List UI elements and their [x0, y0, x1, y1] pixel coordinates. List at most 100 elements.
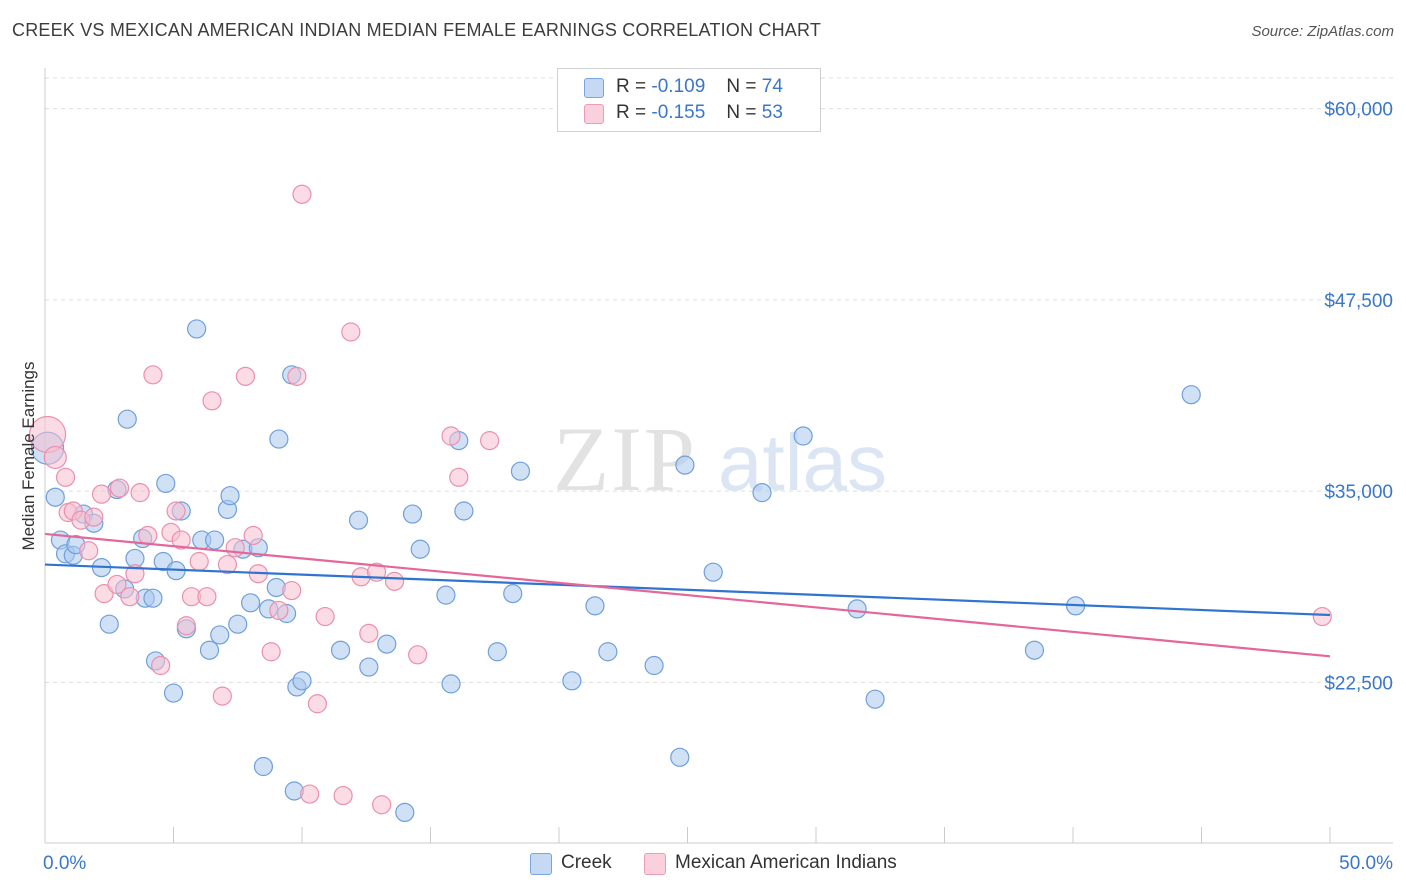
- creek-point: [359, 657, 379, 677]
- mexican-point: [269, 600, 289, 621]
- creek-point: [284, 781, 304, 801]
- y-tick-label: $47,500: [1324, 291, 1393, 312]
- creek-point: [205, 530, 225, 550]
- mexican-point: [372, 795, 392, 815]
- creek-point: [45, 487, 65, 507]
- creek-point: [503, 584, 523, 604]
- mexican-point: [292, 184, 312, 204]
- creek-point: [454, 501, 474, 521]
- creek-point: [847, 599, 867, 619]
- legend-r-value: -0.109: [651, 76, 706, 97]
- mexican-point: [189, 551, 209, 572]
- mexican-point: [235, 366, 256, 386]
- y-axis-title: Median Female Earnings: [19, 362, 38, 551]
- trend-lines: [44, 532, 1331, 658]
- mexican-point: [441, 426, 461, 446]
- creek-point: [163, 683, 184, 703]
- source-label: Source: ZipAtlas.com: [1251, 23, 1394, 40]
- mexican-point: [197, 587, 217, 607]
- mexican-point: [120, 587, 140, 607]
- mexican-point: [151, 655, 171, 676]
- mexican-point: [143, 365, 163, 385]
- mexican-point: [171, 530, 191, 550]
- creek-point: [99, 614, 119, 634]
- correlation-legend: R = -0.109 N = 74 R = -0.155 N = 53: [557, 68, 821, 132]
- mexican-point: [79, 541, 99, 561]
- creek-point: [703, 562, 723, 582]
- legend-r-value: -0.155: [651, 102, 706, 123]
- creek-point: [410, 539, 430, 559]
- mexican-point: [261, 642, 281, 662]
- mexican-point: [225, 538, 245, 558]
- x-tick-label: 50.0%: [1339, 853, 1393, 874]
- creek-point: [1024, 640, 1045, 660]
- legend-label: Creek: [561, 852, 612, 873]
- creek-point: [441, 674, 461, 694]
- creek-points: [30, 319, 1201, 823]
- creek-point: [199, 640, 220, 660]
- creek-point: [402, 504, 423, 524]
- creek-point: [752, 483, 772, 503]
- creek-point: [793, 426, 813, 446]
- mexican-point: [282, 580, 302, 601]
- axes: $22,500 $35,000 $47,500 $60,000 0.0% 50.0%: [43, 68, 1393, 874]
- mexican-point: [341, 322, 361, 342]
- mexican-point: [333, 785, 353, 806]
- mexican-point: [449, 467, 469, 487]
- mexican-point: [315, 606, 335, 627]
- mexican-point: [107, 574, 127, 595]
- creek-point: [675, 455, 695, 475]
- legend-n-value: 74: [761, 76, 783, 97]
- mexican-swatch: [644, 853, 666, 875]
- mexican-trend-line: [44, 532, 1331, 658]
- mexican-point: [359, 623, 379, 643]
- creek-point: [143, 588, 163, 608]
- creek-point: [187, 319, 207, 339]
- mexican-point: [138, 525, 158, 546]
- creek-swatch: [584, 78, 604, 98]
- creek-point: [510, 461, 531, 481]
- legend-n-value: 53: [761, 102, 783, 123]
- creek-point: [292, 671, 312, 691]
- watermark-zip: ZIP: [553, 408, 697, 510]
- mexican-swatch: [584, 104, 604, 124]
- mexican-point: [202, 391, 222, 411]
- mexican-point: [480, 431, 500, 451]
- mexican-point: [408, 645, 428, 665]
- creek-point: [562, 671, 582, 691]
- creek-point: [1181, 385, 1201, 405]
- legend-n-label: N =: [726, 102, 757, 123]
- creek-point: [585, 596, 605, 616]
- creek-point: [670, 747, 690, 767]
- mexican-point: [217, 554, 238, 575]
- mexican-point: [212, 686, 232, 706]
- legend-r-label: R =: [616, 76, 647, 97]
- legend-n-label: N =: [726, 76, 757, 97]
- creek-point: [487, 642, 507, 662]
- mexican-point: [384, 571, 405, 591]
- chart-title: CREEK VS MEXICAN AMERICAN INDIAN MEDIAN …: [12, 20, 822, 40]
- mexican-american-indian-points: [28, 184, 1332, 815]
- creek-point: [241, 593, 261, 613]
- mexican-point: [166, 501, 186, 521]
- mexican-point: [84, 507, 104, 527]
- legend-label: Mexican American Indians: [675, 852, 897, 873]
- mexican-point: [43, 445, 67, 470]
- mexican-point: [109, 478, 130, 498]
- y-tick-label: $35,000: [1324, 482, 1393, 503]
- creek-point: [117, 409, 137, 429]
- mexican-point: [1312, 606, 1332, 627]
- mexican-point: [287, 366, 307, 386]
- mexican-point: [176, 616, 196, 636]
- creek-point: [865, 689, 885, 709]
- creek-point: [220, 486, 240, 506]
- creek-point: [395, 802, 415, 823]
- creek-point: [253, 756, 274, 777]
- mexican-point: [130, 483, 150, 503]
- creek-point: [644, 655, 664, 676]
- y-tick-label: $22,500: [1324, 673, 1393, 694]
- mexican-point: [307, 694, 328, 714]
- creek-point: [266, 577, 286, 598]
- creek-point: [330, 640, 351, 660]
- mexican-point: [300, 784, 320, 804]
